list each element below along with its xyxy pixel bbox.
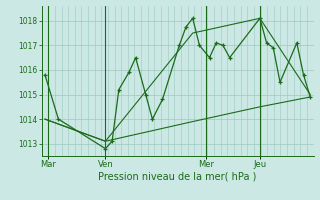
X-axis label: Pression niveau de la mer( hPa ): Pression niveau de la mer( hPa ) xyxy=(99,172,257,182)
